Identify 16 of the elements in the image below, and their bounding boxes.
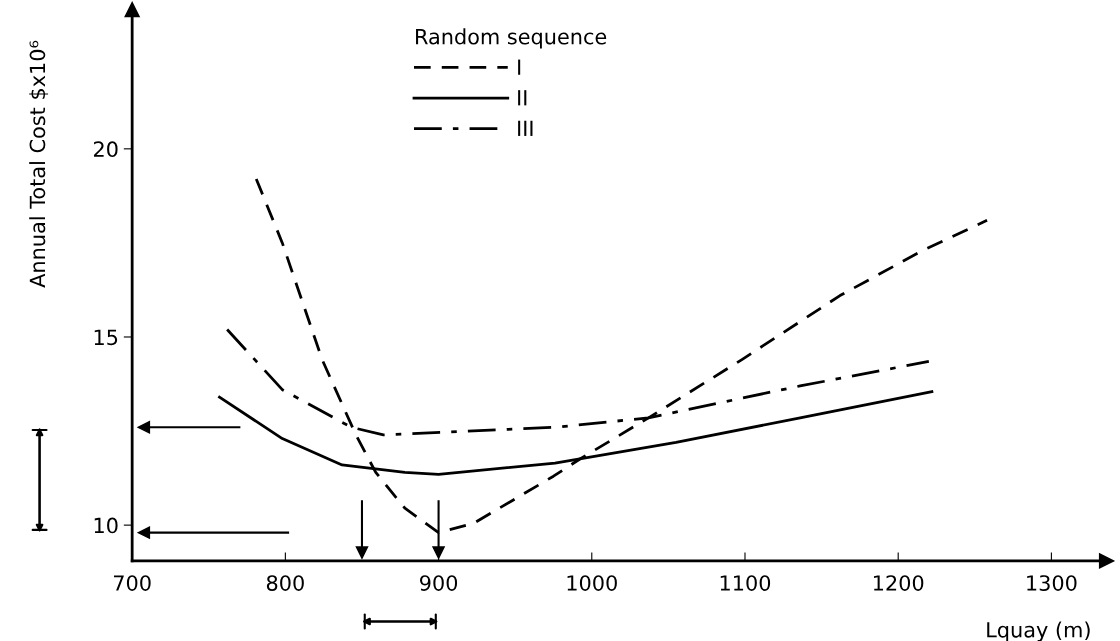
legend-label: II: [518, 90, 527, 106]
legend-title: Random sequence: [416, 28, 607, 49]
legend-label: I: [518, 59, 521, 75]
y-tick-label: 20: [93, 141, 118, 158]
x-tick-label: 800: [266, 575, 304, 591]
y-tick-label: 15: [94, 329, 118, 346]
x-tick-label: 1000: [567, 575, 617, 591]
x-axis-title: Lquay (m): [987, 621, 1090, 641]
legend-label: III: [518, 120, 533, 136]
x-tick-label: 900: [420, 575, 458, 591]
y-tick-label: 10: [94, 517, 118, 534]
x-tick-label: 1200: [873, 575, 924, 591]
x-tick-label: 700: [113, 575, 151, 591]
x-tick-label: 1100: [720, 575, 771, 591]
x-tick-label: 1300: [1027, 575, 1077, 591]
y-axis-title: Annual Total Cost $x10⁶: [29, 40, 49, 288]
